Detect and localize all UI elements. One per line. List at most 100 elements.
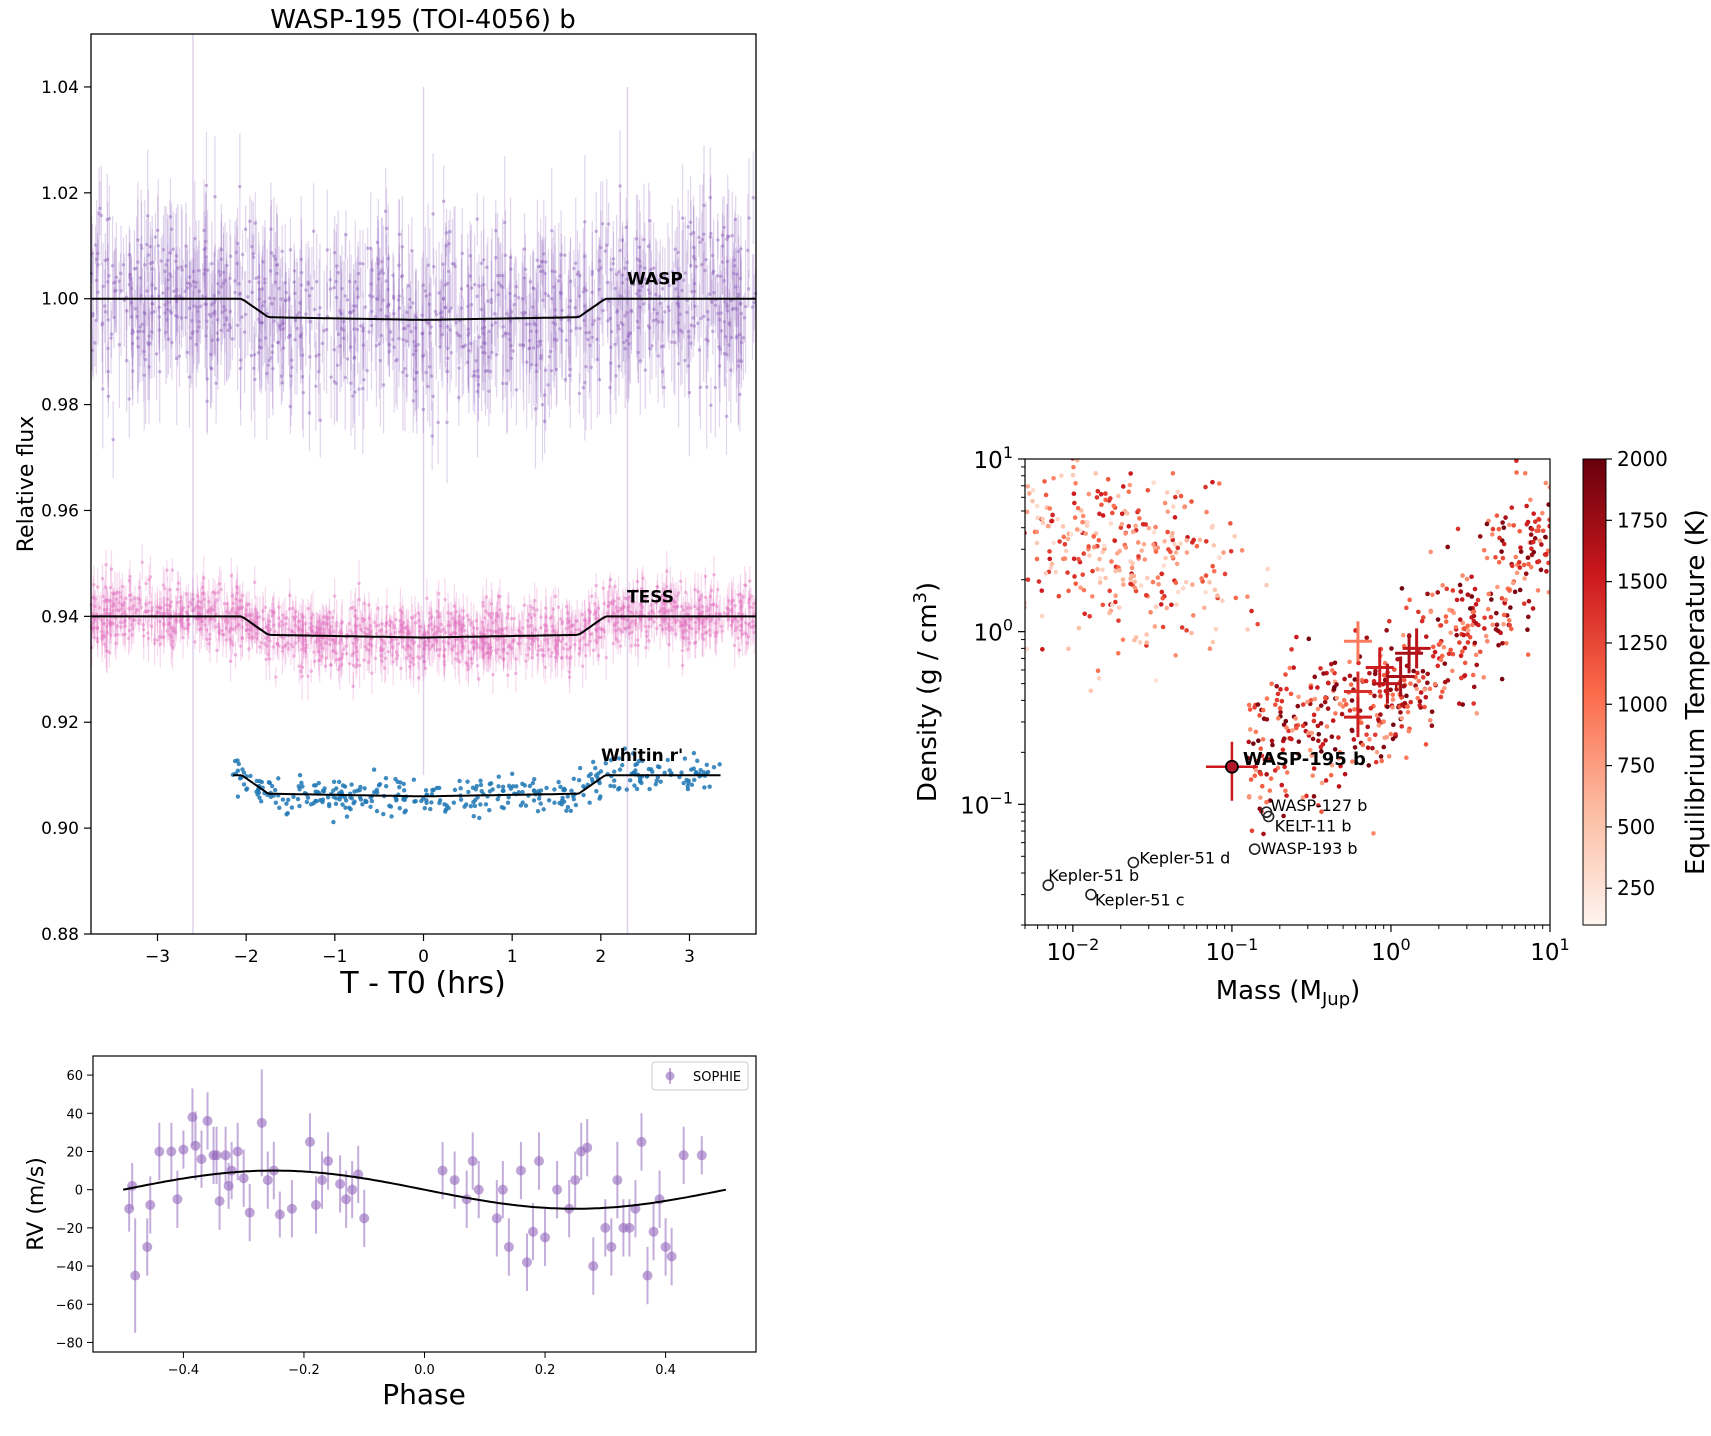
light-curve-point: [219, 248, 224, 252]
light-curve-point: [277, 622, 281, 626]
light-curve-point: [233, 653, 238, 657]
light-curve-point: [349, 381, 353, 385]
light-curve-point: [553, 594, 557, 599]
light-curve-point: [543, 368, 548, 372]
light-curve-point: [363, 305, 367, 309]
light-curve-point: [472, 369, 476, 374]
light-curve-point: [93, 597, 97, 601]
light-curve-point: [527, 346, 532, 350]
light-curve-point: [674, 632, 678, 636]
light-curve-point: [468, 254, 473, 258]
light-curve-point: [465, 613, 469, 618]
light-curve-point: [377, 342, 381, 346]
light-curve-point: [238, 184, 242, 189]
light-curve-point: [644, 646, 648, 650]
light-curve-point: [252, 580, 257, 584]
light-curve-point: [233, 290, 237, 295]
light-curve-point: [537, 340, 541, 344]
light-curve-point: [554, 367, 558, 372]
light-curve-point: [341, 336, 346, 340]
light-curve-point: [522, 276, 527, 280]
light-curve-point: [466, 284, 470, 288]
light-curve-point: [289, 374, 293, 378]
light-curve-point: [649, 267, 653, 272]
light-curve-point: [304, 288, 308, 292]
light-curve-point: [387, 349, 392, 354]
light-curve-point: [290, 365, 294, 369]
light-curve-point: [246, 295, 250, 299]
light-curve-point: [300, 353, 305, 357]
light-curve-point: [520, 311, 524, 315]
light-curve-point: [542, 393, 547, 397]
light-curve-point: [638, 305, 642, 309]
light-curve-point: [373, 656, 378, 661]
light-curve-point: [581, 385, 586, 390]
light-curve-point: [157, 328, 162, 332]
light-curve-point: [335, 363, 340, 368]
light-curve-point: [385, 605, 389, 609]
light-curve-point: [531, 286, 535, 290]
light-curve-point: [523, 267, 528, 272]
light-curve-point: [278, 323, 282, 328]
light-curve-point: [559, 253, 563, 257]
light-curve-point: [111, 592, 116, 596]
light-curve-point: [469, 341, 473, 346]
light-curve-point: [675, 604, 680, 608]
light-curve-point: [636, 325, 641, 330]
light-curve-point: [686, 225, 690, 229]
light-curve-point: [306, 280, 310, 284]
light-curve-point: [292, 269, 297, 273]
light-curve-point: [495, 352, 499, 357]
light-curve-point: [251, 255, 256, 259]
light-curve-point: [661, 344, 665, 348]
light-curve-point: [638, 264, 642, 269]
light-curve-point: [508, 319, 513, 324]
light-curve-point: [403, 366, 407, 371]
light-curve-point: [689, 289, 694, 294]
light-curve-point: [279, 297, 283, 301]
light-curve-point: [713, 631, 717, 635]
light-curve-point: [643, 277, 648, 281]
light-curve-point: [692, 245, 696, 250]
light-curve-point: [527, 338, 532, 343]
light-curve-point: [739, 624, 743, 628]
light-curve-point: [727, 608, 731, 612]
light-curve-point: [253, 377, 257, 382]
light-curve-point: [163, 269, 167, 274]
light-curve-point: [671, 278, 676, 283]
light-curve-point: [204, 334, 208, 338]
light-curve-point: [318, 306, 322, 310]
light-curve-point: [448, 230, 452, 234]
light-curve-point: [136, 336, 140, 340]
light-curve-point: [614, 374, 618, 378]
light-curve-point: [132, 267, 137, 271]
light-curve-point: [560, 329, 564, 333]
light-curve-point: [242, 330, 247, 334]
light-curve-point: [318, 627, 323, 631]
light-curve-point: [401, 370, 405, 374]
light-curve-point: [652, 307, 656, 312]
light-curve-point: [560, 308, 564, 313]
light-curve-point: [227, 323, 232, 327]
light-curve-point: [592, 319, 597, 323]
light-curve-point: [630, 610, 634, 615]
light-curve-point: [161, 247, 166, 252]
light-curve-point: [706, 339, 710, 343]
light-curve-point: [390, 653, 395, 657]
light-curve-point: [466, 304, 470, 309]
light-curve-point: [186, 604, 191, 609]
light-curve-point: [700, 621, 704, 626]
light-curve-point: [180, 268, 184, 272]
light-curve-point: [405, 339, 409, 343]
light-curve-point: [637, 294, 642, 298]
light-curve-point: [436, 420, 440, 425]
light-curve-point: [611, 257, 616, 261]
light-curve-point: [378, 270, 382, 275]
light-curve-point: [481, 258, 486, 262]
light-curve-point: [399, 666, 403, 671]
light-curve-point: [743, 304, 748, 309]
light-curve-point: [438, 324, 443, 328]
light-curve-point: [202, 272, 206, 276]
light-curve-point: [291, 615, 296, 620]
light-curve-point: [281, 636, 286, 640]
